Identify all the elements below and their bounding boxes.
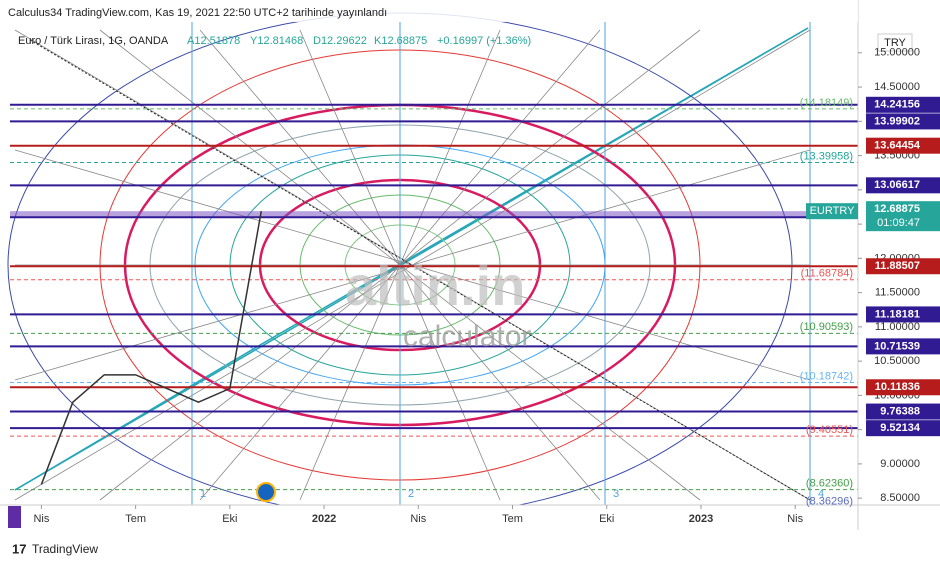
price-band (10, 211, 858, 218)
source: Calculus34 TradingView.com, Kas 19, 2021… (8, 7, 387, 19)
symbol-label: EURTRY (810, 205, 855, 217)
footer: TradingView (32, 542, 98, 556)
time-marker-label: 4 (818, 488, 824, 500)
dashed-level-label: (8.36296) (806, 495, 853, 507)
x-tick-label: Eki (599, 513, 614, 525)
x-tick-label: 2022 (312, 513, 336, 525)
level-label-bg (866, 137, 940, 154)
countdown: 01:09:47 (877, 217, 920, 229)
last-price-box (866, 201, 940, 232)
level-label-bg (866, 420, 940, 437)
x-tick-label: Tem (125, 513, 146, 525)
level-label: 9.76388 (880, 405, 920, 417)
time-marker-label: 3 (613, 488, 619, 500)
event-icon[interactable] (256, 482, 276, 502)
fan-line (14, 149, 811, 381)
dashed-level-label: (9.40551) (806, 424, 853, 436)
time-marker-label: 1 (200, 488, 206, 500)
chart-title: Euro / Türk Lirası, 1G, OANDA (18, 35, 169, 47)
dashed-level-label: (14.18149) (800, 97, 853, 109)
time-axis-marker (8, 506, 21, 528)
dashed-level-label: (11.68784) (801, 268, 853, 280)
dashed-level-label: (13.39958) (800, 150, 853, 162)
drawings (7, 12, 811, 518)
currency[interactable]: TRY (884, 37, 906, 49)
level-label-bg (866, 379, 940, 396)
level-label-bg (866, 403, 940, 420)
level-label: 11.88507 (875, 260, 920, 272)
time-marker-label: 2 (408, 488, 414, 500)
y-tick-label: 15.00000 (874, 47, 920, 59)
level-label: 13.06617 (874, 179, 920, 191)
ohlc-open: A12.51878 (187, 35, 240, 47)
x-tick-label: Nis (787, 513, 803, 525)
channel-line (14, 344, 261, 491)
ohlc-close: K12.68875 (374, 35, 427, 47)
level-label-bg (866, 113, 940, 130)
channel-line (259, 27, 809, 346)
price-line (40, 211, 262, 485)
level-label: 9.52134 (880, 422, 921, 434)
dotted-line (29, 39, 811, 501)
x-tick-label: Nis (410, 513, 426, 525)
dashed-level-label: (10.18742) (800, 370, 853, 382)
x-tick-label: Eki (222, 513, 237, 525)
header-bg (0, 0, 858, 22)
x-tick-label: Tem (502, 513, 523, 525)
y-tick-label: 8.50000 (880, 492, 920, 504)
level-label-bg (866, 306, 940, 323)
time-axis-bg (0, 505, 858, 530)
y-tick-label: 9.00000 (880, 458, 920, 470)
y-tick-label: 11.00000 (875, 321, 920, 333)
level-label-bg (866, 338, 940, 355)
level-label: 13.64454 (874, 140, 921, 152)
currency-box[interactable] (877, 33, 913, 52)
x-tick-label: Nis (33, 513, 49, 525)
x-tick-label: 2023 (689, 513, 713, 525)
data-layer (10, 103, 858, 509)
level-label-bg (866, 258, 940, 275)
level-label: 14.24156 (874, 99, 920, 111)
level-label-bg (866, 177, 940, 194)
dashed-level-label: (10.90593) (800, 321, 853, 333)
ohlc-low: D12.29622 (313, 35, 367, 47)
level-label: 13.99902 (874, 115, 920, 127)
level-label: 11.18181 (875, 308, 920, 320)
logo: 17 (12, 541, 26, 556)
level-label: 10.71539 (874, 340, 920, 352)
ohlc-high: Y12.81468 (250, 35, 303, 47)
y-tick-label: 11.50000 (875, 287, 920, 299)
change: +0.16997 (+1.36%) (437, 35, 531, 47)
watermark: altin.in (345, 254, 525, 317)
dashed-level-label: (8.62360) (806, 478, 853, 490)
level-label: 10.11836 (875, 381, 920, 393)
y-tick-label: 14.50000 (874, 81, 920, 93)
y-tick-label: 10.50000 (874, 355, 920, 367)
last-price: 12.68875 (874, 203, 920, 215)
last-price-bg (806, 203, 858, 220)
level-label-bg (866, 96, 940, 113)
watermark: calculator (403, 320, 531, 353)
